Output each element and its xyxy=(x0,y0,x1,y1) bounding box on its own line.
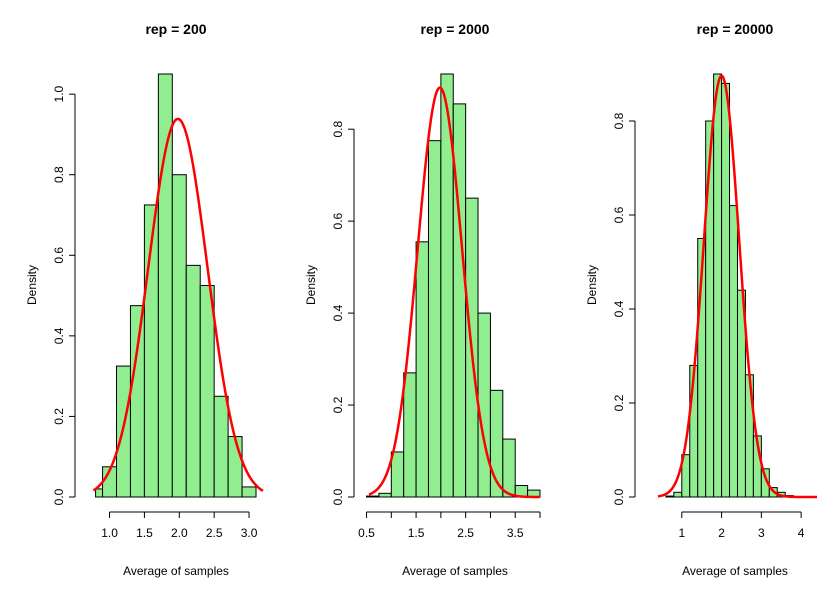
histogram-bar xyxy=(477,312,491,498)
y-tick-label: 0.0 xyxy=(331,488,345,505)
histogram-bar xyxy=(721,82,731,498)
y-tick-label: 1.0 xyxy=(52,85,66,102)
y-tick-label: 0.0 xyxy=(52,488,66,505)
histogram-bar xyxy=(241,486,257,498)
histogram-bar xyxy=(199,285,215,498)
y-tick-label: 0.4 xyxy=(612,300,626,317)
y-tick-label: 0.2 xyxy=(52,408,66,425)
y-axis-label: Density xyxy=(304,265,318,305)
histogram-bar xyxy=(760,468,770,498)
histogram-bar xyxy=(378,492,392,498)
y-tick-label: 0.6 xyxy=(612,206,626,223)
x-axis-label: Average of samples xyxy=(123,564,229,578)
x-tick-label: 1.0 xyxy=(101,526,118,540)
panel-rep-20000: rep = 20000 Average of samples Density 1… xyxy=(585,21,818,578)
histogram-bar xyxy=(129,305,145,498)
y-tick-label: 0.8 xyxy=(612,112,626,129)
histogram-bar xyxy=(157,73,173,498)
y-axis-label: Density xyxy=(585,265,599,305)
histogram-bar xyxy=(415,241,429,498)
histogram-bar xyxy=(185,264,201,498)
y-tick-label: 0.6 xyxy=(52,247,66,264)
x-tick-label: 1.5 xyxy=(408,526,425,540)
histogram-bar xyxy=(502,438,516,498)
y-tick-label: 0.8 xyxy=(331,121,345,138)
y-tick-label: 0.4 xyxy=(52,327,66,344)
histogram-bar xyxy=(427,140,442,498)
y-tick-label: 0.4 xyxy=(331,304,345,321)
x-tick-label: 4 xyxy=(798,526,805,540)
x-tick-label: 2 xyxy=(718,526,725,540)
density-curve xyxy=(92,117,264,492)
y-tick-label: 0.0 xyxy=(612,488,626,505)
histogram-bar xyxy=(171,174,187,498)
histogram-bar xyxy=(713,73,723,498)
histogram-bar xyxy=(403,372,417,498)
y-tick-label: 0.6 xyxy=(331,212,345,229)
histogram-bar xyxy=(665,495,675,498)
y-tick-label: 0.2 xyxy=(331,396,345,413)
x-tick-label: 3 xyxy=(758,526,765,540)
x-tick-label: 2.5 xyxy=(206,526,223,540)
chart-title: rep = 200 xyxy=(145,21,206,37)
x-tick-label: 1 xyxy=(678,526,685,540)
x-tick-label: 3.0 xyxy=(241,526,258,540)
histogram-bar xyxy=(213,395,229,498)
chart-title: rep = 20000 xyxy=(697,21,774,37)
x-tick-label: 1.5 xyxy=(136,526,153,540)
x-tick-label: 0.5 xyxy=(358,526,375,540)
histogram-bar xyxy=(227,436,243,498)
panel-rep-2000: rep = 2000 Average of samples Density 0.… xyxy=(304,21,541,578)
x-tick-label: 2.0 xyxy=(171,526,188,540)
histogram-bar xyxy=(95,488,104,498)
x-tick-label: 2.5 xyxy=(457,526,474,540)
histogram-bar xyxy=(729,205,738,498)
x-axis-label: Average of samples xyxy=(402,564,508,578)
density-curve xyxy=(657,74,818,499)
x-axis-label: Average of samples xyxy=(682,564,788,578)
histogram-bar xyxy=(366,495,380,498)
y-axis-label: Density xyxy=(25,265,39,305)
chart-title: rep = 2000 xyxy=(421,21,490,37)
density-curve xyxy=(368,86,541,499)
histogram-bar xyxy=(390,451,405,498)
x-tick-label: 3.5 xyxy=(507,526,524,540)
y-tick-label: 0.8 xyxy=(52,166,66,183)
histogram-bar xyxy=(673,491,683,498)
y-tick-label: 0.2 xyxy=(612,394,626,411)
panel-rep-200: rep = 200 Average of samples Density 1.0… xyxy=(25,21,264,578)
